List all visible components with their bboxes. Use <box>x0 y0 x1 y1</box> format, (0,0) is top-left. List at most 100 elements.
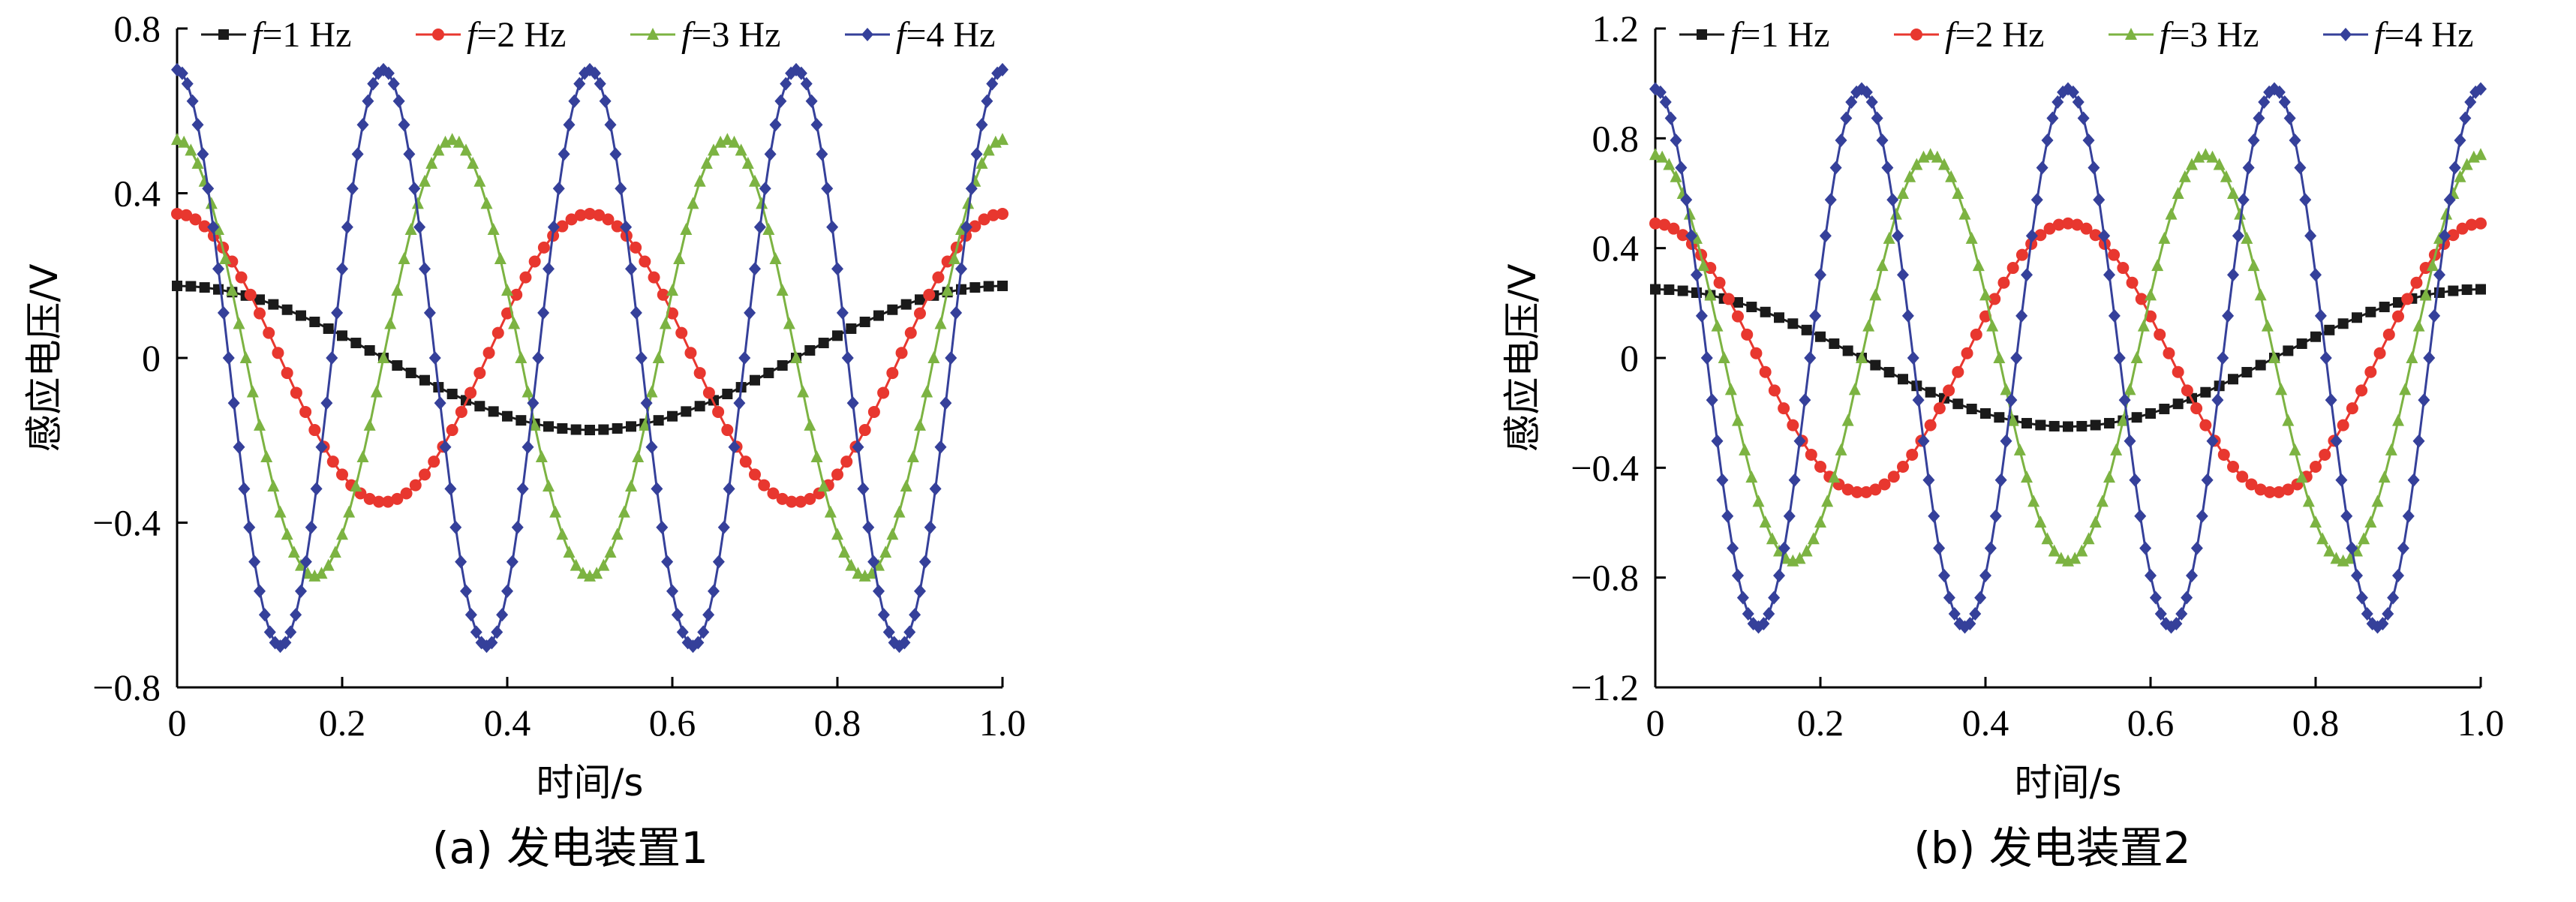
data-point <box>877 608 890 622</box>
data-point <box>914 418 926 431</box>
data-point <box>2104 417 2115 428</box>
data-point <box>924 520 936 534</box>
data-point <box>941 284 954 296</box>
data-point <box>831 468 843 481</box>
data-point <box>346 182 359 196</box>
data-point <box>2082 133 2095 147</box>
data-point <box>1943 591 1955 605</box>
data-point <box>527 396 540 410</box>
data-point <box>2110 443 2123 456</box>
data-point <box>2346 541 2358 555</box>
data-point <box>219 251 232 264</box>
data-point <box>238 482 251 496</box>
data-point <box>2069 552 2082 564</box>
data-point <box>2154 606 2167 621</box>
data-point <box>1809 308 1822 323</box>
data-point <box>927 351 940 363</box>
data-point <box>965 182 978 196</box>
data-point <box>171 207 183 220</box>
data-point <box>2227 461 2239 474</box>
data-point <box>776 492 789 505</box>
y-tick-label: 0.8 <box>1592 117 1640 159</box>
data-point <box>263 625 276 639</box>
data-point <box>1969 606 1982 621</box>
data-point <box>2082 532 2095 545</box>
data-point <box>535 450 548 463</box>
data-point <box>1815 331 1826 342</box>
data-point <box>2382 606 2394 621</box>
data-point <box>496 608 509 622</box>
data-point <box>2447 229 2460 242</box>
data-point <box>1883 367 1895 378</box>
data-point <box>172 280 182 291</box>
data-point <box>865 567 878 579</box>
data-point <box>1869 288 1882 301</box>
data-point <box>1974 591 1987 605</box>
data-point <box>1766 532 1778 545</box>
data-point <box>1700 351 1713 365</box>
data-point <box>2340 509 2353 523</box>
legend-marker <box>1910 29 1922 41</box>
data-point <box>900 479 912 492</box>
data-point <box>404 223 417 236</box>
data-point <box>1898 374 1908 385</box>
data-point <box>797 385 810 398</box>
data-point <box>997 280 1008 291</box>
data-point <box>181 77 194 91</box>
data-point <box>350 479 362 492</box>
data-point <box>1759 365 1772 378</box>
data-point <box>258 608 271 622</box>
data-point <box>233 317 245 329</box>
data-point <box>1856 351 1868 363</box>
data-point <box>2108 308 2121 323</box>
data-point <box>199 282 210 293</box>
data-point <box>2098 229 2111 243</box>
data-point <box>1793 434 1806 448</box>
data-point <box>2382 328 2395 341</box>
data-point <box>697 625 710 639</box>
legend-label: f=3 Hz <box>2160 15 2259 55</box>
data-point <box>1656 150 1669 163</box>
data-point <box>1897 461 1909 474</box>
data-point <box>1869 483 1882 496</box>
data-point <box>506 555 519 569</box>
data-point <box>2124 434 2136 448</box>
data-point <box>2241 231 2253 244</box>
data-point <box>1768 384 1781 397</box>
data-point <box>2304 229 2317 243</box>
data-point <box>2021 268 2033 282</box>
legend-label: f=2 Hz <box>1945 15 2044 55</box>
data-point <box>2351 544 2363 557</box>
data-point <box>1841 483 1854 496</box>
data-point <box>2118 393 2131 407</box>
data-point <box>1801 324 1812 335</box>
data-point <box>2134 509 2147 523</box>
legend-label: f=4 Hz <box>896 15 995 55</box>
data-point <box>666 584 678 598</box>
data-point <box>2310 461 2322 474</box>
data-point <box>1667 222 1680 235</box>
data-point <box>2426 259 2439 272</box>
data-point <box>639 418 651 431</box>
data-point <box>501 284 513 296</box>
data-point <box>2258 95 2271 110</box>
data-point <box>969 282 981 293</box>
data-point <box>370 385 383 398</box>
data-point <box>2186 569 2198 583</box>
data-point <box>2135 293 2148 305</box>
data-point <box>205 197 218 209</box>
data-point <box>320 396 333 410</box>
data-point <box>1886 193 1899 207</box>
y-tick-label: −0.4 <box>1571 446 1639 489</box>
data-point <box>1663 158 1676 170</box>
data-point <box>244 288 257 301</box>
data-point <box>2036 161 2048 175</box>
data-point <box>212 262 224 276</box>
data-point <box>1904 170 1916 182</box>
data-point <box>2401 293 2414 305</box>
data-point <box>657 288 669 301</box>
series-3hz <box>171 133 1008 582</box>
data-point <box>2438 229 2451 243</box>
data-point <box>893 505 906 518</box>
data-point <box>611 220 624 233</box>
